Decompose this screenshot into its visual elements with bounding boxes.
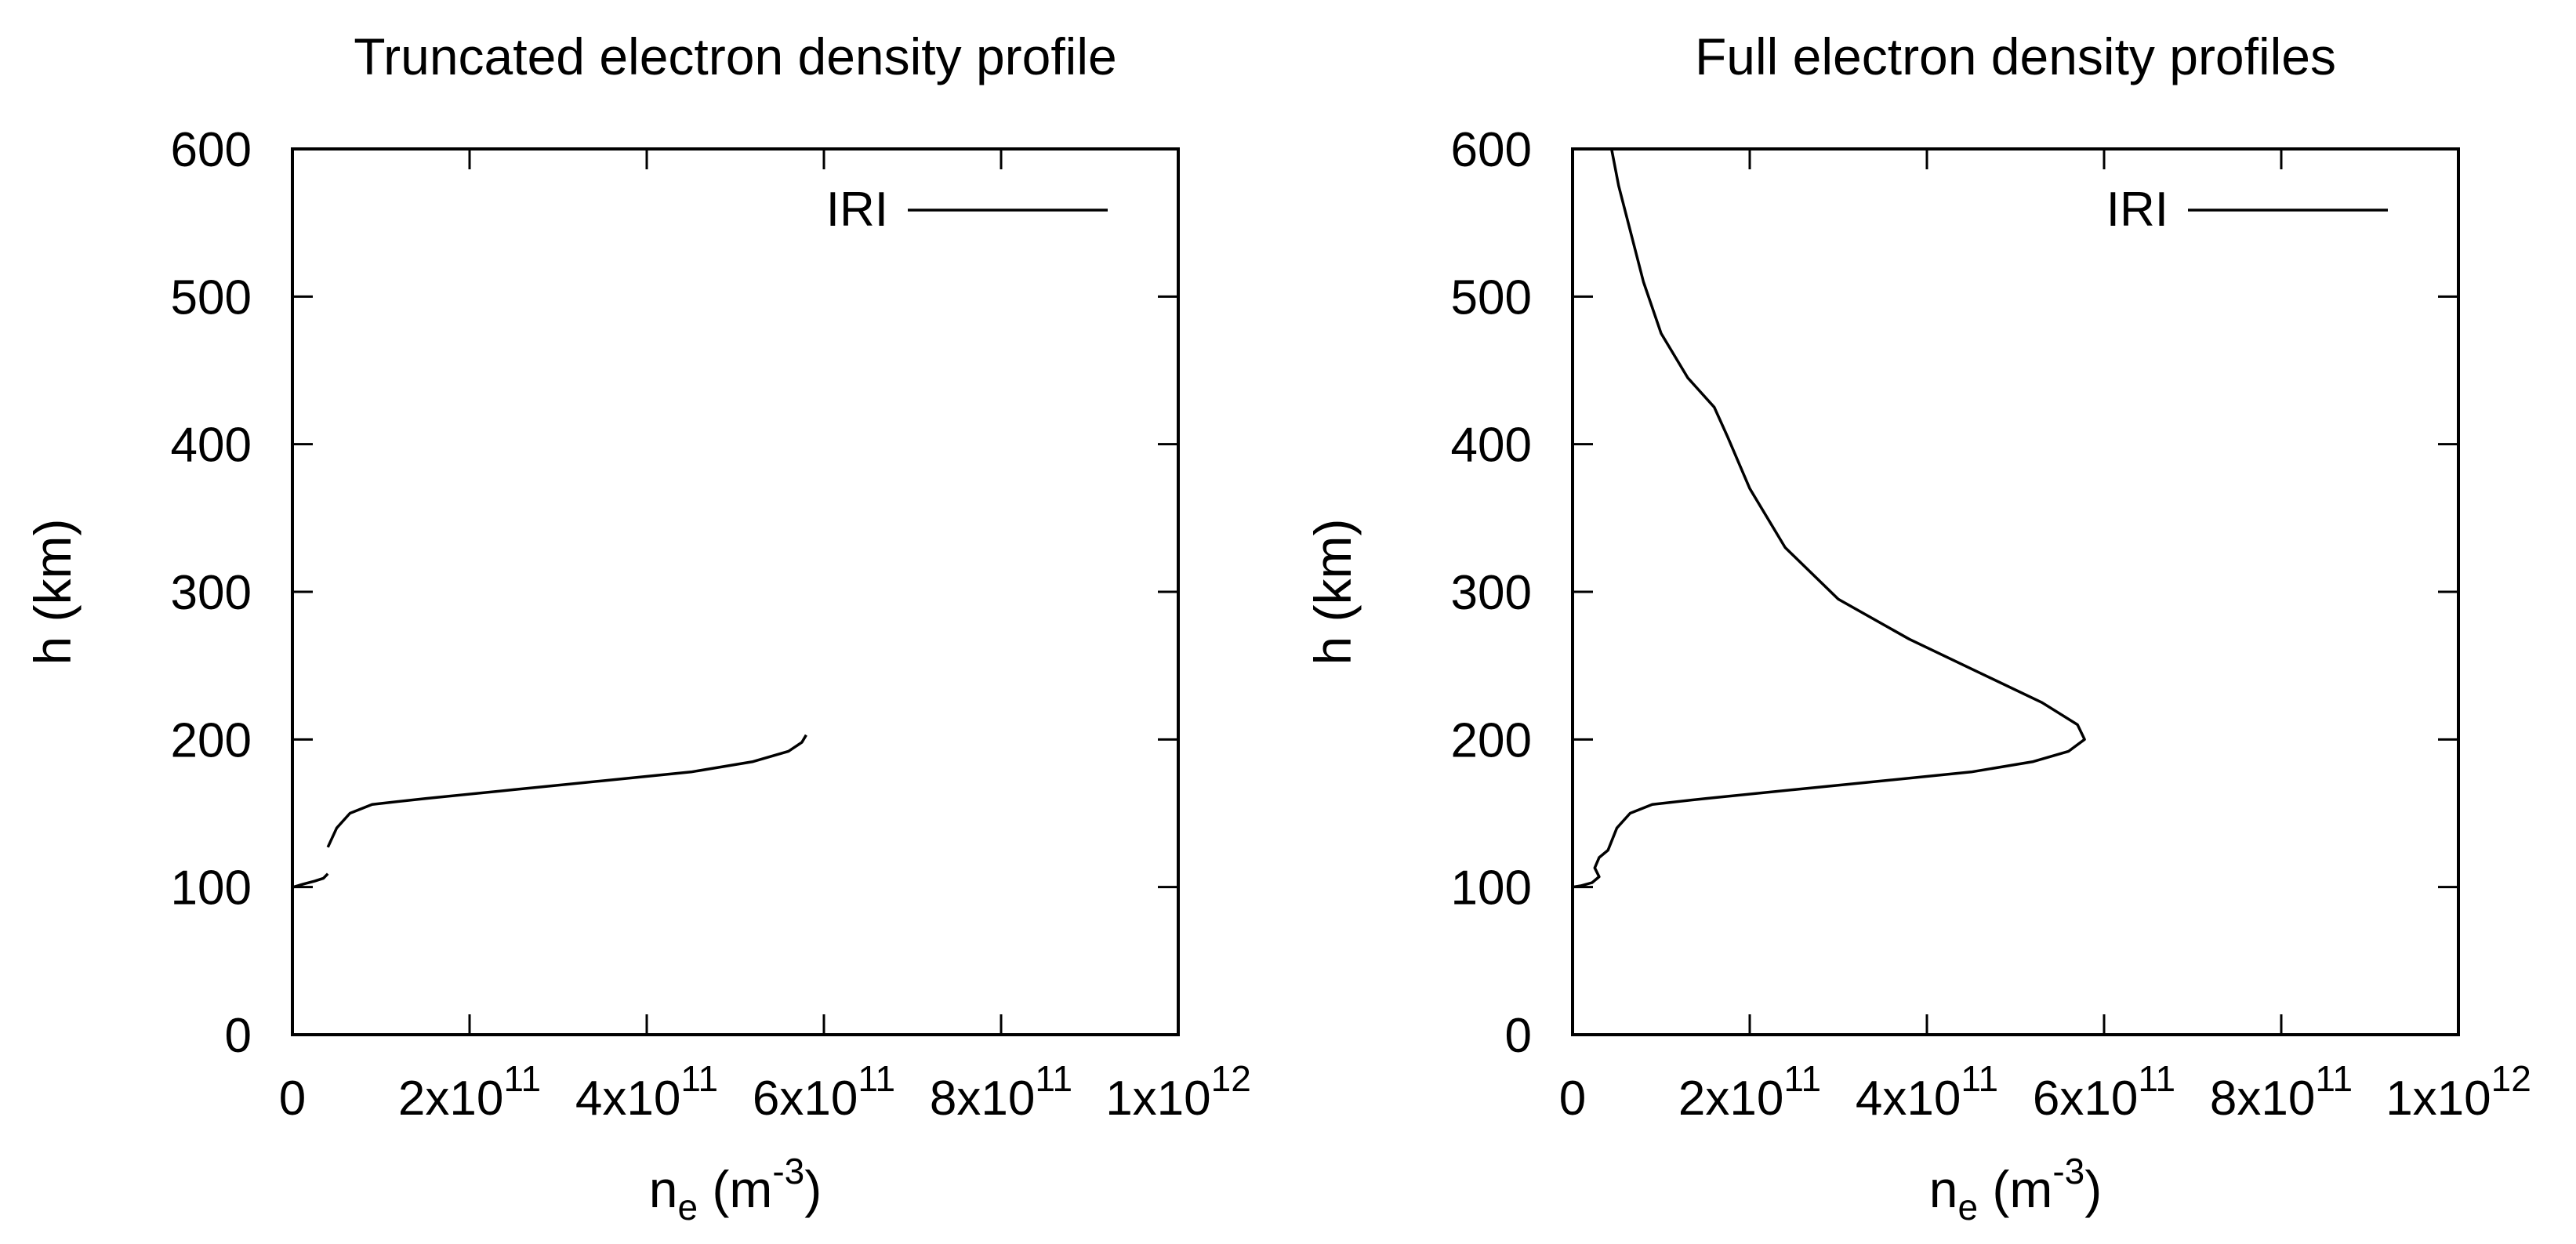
y-tick-label: 300 <box>1451 566 1532 620</box>
y-tick-label: 400 <box>1451 419 1532 473</box>
x-tick-label: 4x1011 <box>575 1058 718 1126</box>
y-tick-label: 300 <box>171 566 252 620</box>
legend-label: IRI <box>826 183 888 237</box>
series-line-iri-segment-1 <box>293 874 328 887</box>
x-tick-label: 1x1012 <box>1105 1058 1251 1126</box>
x-tick-label: 0 <box>279 1072 306 1126</box>
x-axis-label: ne (m-3) <box>1929 1151 2103 1228</box>
chart-panel-1: Truncated electron density profile 0 100 20… <box>24 27 1251 1228</box>
x-tick-label: 8x1011 <box>930 1058 1072 1126</box>
y-tick-label: 400 <box>171 419 252 473</box>
plot-frame <box>1573 149 2458 1035</box>
y-axis-label: h (km) <box>24 519 82 666</box>
chart-panel-2: Full electron density profiles 0 100 200 300… <box>1304 27 2531 1228</box>
x-tick-label: 1x1012 <box>2386 1058 2531 1126</box>
x-tick-label: 2x1011 <box>1678 1058 1821 1126</box>
y-tick-label: 0 <box>1505 1009 1532 1063</box>
plot-frame <box>292 149 1178 1035</box>
x-tick-label: 6x1011 <box>753 1058 895 1126</box>
x-tick-label: 4x1011 <box>1856 1058 1998 1126</box>
series-line-iri-segment-2 <box>328 735 806 847</box>
y-axis-label: h (km) <box>1304 519 1362 666</box>
y-tick-label: 500 <box>1451 270 1532 325</box>
y-tick-label: 100 <box>171 861 252 916</box>
legend-label: IRI <box>2106 183 2168 237</box>
x-tick-label: 6x1011 <box>2033 1058 2175 1126</box>
figure: Truncated electron density profile 0 100 20… <box>0 0 2576 1244</box>
series-line-iri-segment-1 <box>1573 149 2084 887</box>
y-tick-label: 200 <box>1451 713 1532 767</box>
y-tick-label: 500 <box>171 270 252 325</box>
y-tick-label: 200 <box>171 713 252 767</box>
y-tick-label: 0 <box>225 1009 252 1063</box>
x-tick-label: 2x1011 <box>398 1058 541 1126</box>
x-tick-label: 0 <box>1559 1072 1586 1126</box>
x-tick-label: 8x1011 <box>2210 1058 2353 1126</box>
x-axis-label: ne (m-3) <box>649 1151 822 1228</box>
y-tick-label: 100 <box>1451 861 1532 916</box>
y-tick-label: 600 <box>171 123 252 177</box>
chart-title: Truncated electron density profile <box>354 27 1116 85</box>
chart-title: Full electron density profiles <box>1695 27 2336 85</box>
y-tick-label: 600 <box>1451 123 1532 177</box>
